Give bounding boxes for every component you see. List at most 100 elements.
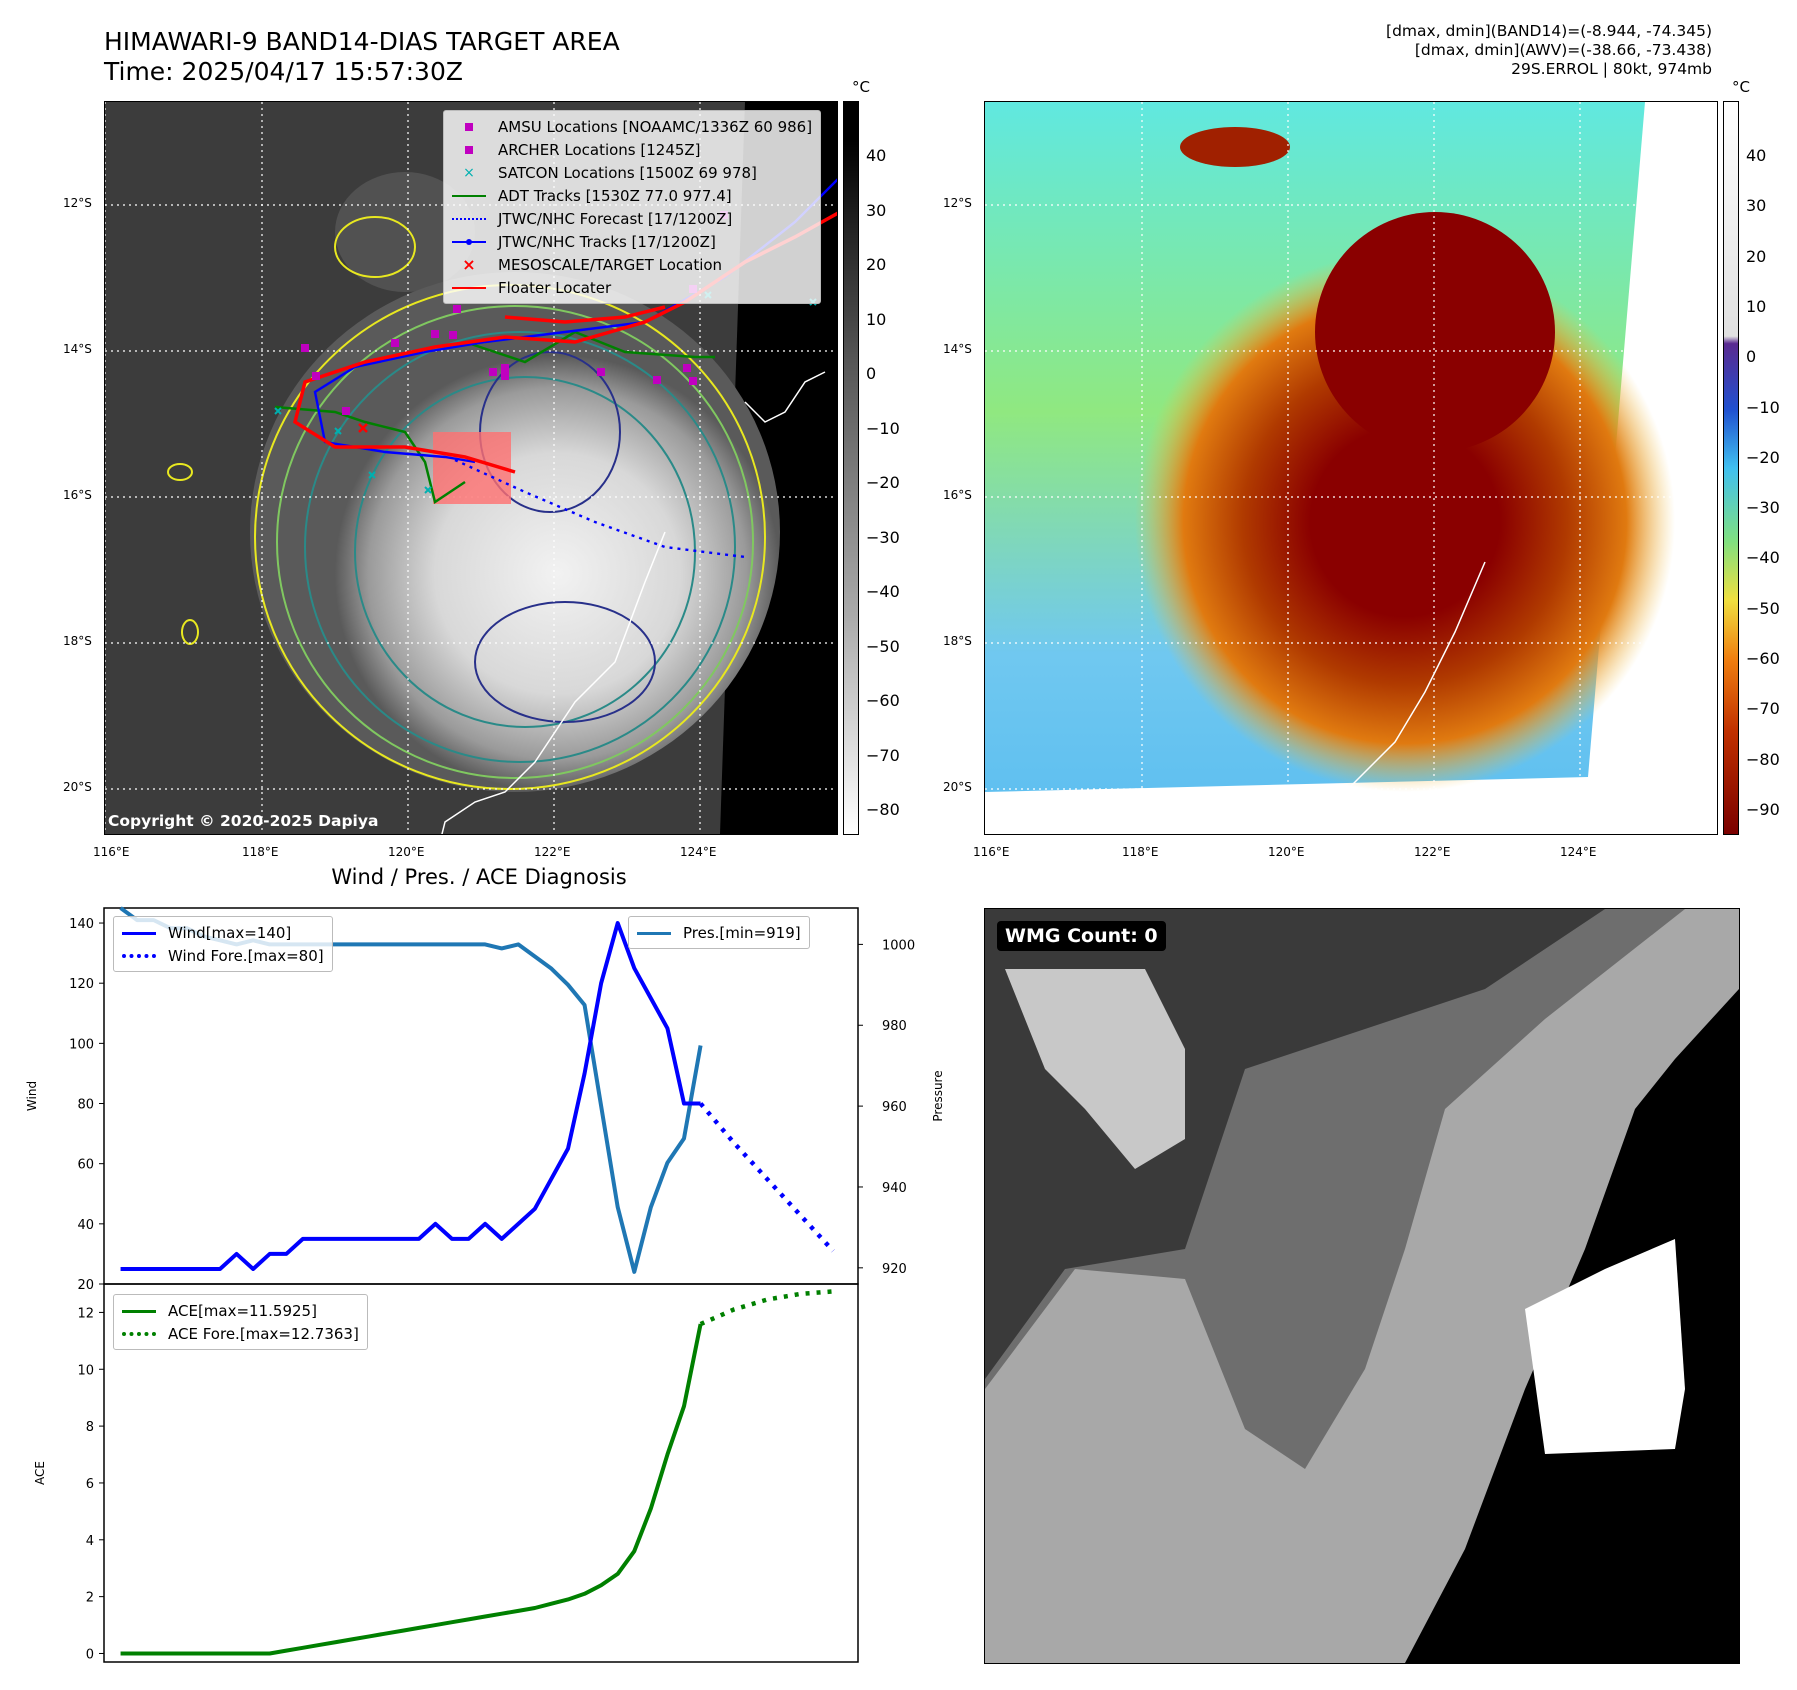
ace-tick-label: 8 bbox=[86, 1420, 94, 1435]
ace-tick-label: 2 bbox=[86, 1591, 94, 1606]
ir-colorbar-tick: −70 bbox=[866, 745, 900, 765]
floater-track-segment bbox=[504, 305, 666, 324]
awv-colorbar-tick: −40 bbox=[1746, 548, 1780, 568]
cloud-band bbox=[335, 172, 475, 292]
ir-colorbar-tick: 30 bbox=[866, 200, 887, 220]
storm-info: [dmax, dmin](BAND14)=(-8.944, -74.345) [… bbox=[1386, 22, 1712, 79]
ace-line bbox=[120, 1323, 703, 1656]
figure-title: HIMAWARI-9 BAND14-DIAS TARGET AREA Time:… bbox=[104, 27, 620, 87]
legend-item-archer: ARCHER Locations [1245Z] bbox=[452, 138, 812, 161]
legend-item-satcon: × SATCON Locations [1500Z 69 978] bbox=[463, 163, 757, 182]
legend-item-wind-forecast: Wind Fore.[max=80] bbox=[122, 944, 324, 967]
legend-item-jtwc-forecast: JTWC/NHC Forecast [17/1200Z] bbox=[452, 207, 812, 230]
ace-axis-label: ACE bbox=[33, 1461, 47, 1485]
wind-axis-label: Wind bbox=[25, 1081, 39, 1111]
legend-item-adt: ADT Tracks [1530Z 77.0 977.4] bbox=[452, 184, 812, 207]
wind-tick-label: 40 bbox=[77, 1218, 94, 1233]
cloud-mass bbox=[250, 272, 780, 792]
ir-colorbar-unit: °C bbox=[852, 78, 870, 96]
info-line-1: [dmax, dmin](BAND14)=(-8.944, -74.345) bbox=[1386, 22, 1712, 40]
pressure-tick-label: 960 bbox=[882, 1100, 907, 1115]
wmg-panel: WMG Count: 0 bbox=[984, 908, 1740, 1664]
coastline-islands bbox=[744, 371, 826, 423]
ir-colorbar-tick: 0 bbox=[866, 364, 877, 383]
ir-colorbar-tick: −10 bbox=[866, 418, 900, 438]
awv-colorbar-tick: −70 bbox=[1746, 699, 1780, 719]
awv-map-panel bbox=[984, 101, 1718, 835]
ir-colorbar-tick: −80 bbox=[866, 800, 900, 819]
legend-item-amsu: AMSU Locations [NOAAMC/1336Z 60 986] bbox=[452, 115, 812, 138]
pressure-tick-label: 1000 bbox=[882, 938, 915, 953]
title-line-2: Time: 2025/04/17 15:57:30Z bbox=[104, 57, 463, 86]
copyright-text: Copyright © 2020-2025 Dapiya bbox=[108, 812, 379, 830]
ir-colorbar-tick: −60 bbox=[866, 691, 900, 710]
wmg-zone-bright bbox=[1005, 969, 1185, 1169]
awv-colorbar-tick: −20 bbox=[1746, 447, 1780, 467]
diagnosis-charts: 20 40 60 80 100 120 140 920 940 960 980 1000 0 2 4 6 8 10… bbox=[25, 906, 945, 1663]
wmg-count-badge: WMG Count: 0 bbox=[997, 921, 1166, 951]
legend-item-jtwc-tracks: JTWC/NHC Tracks [17/1200Z] bbox=[452, 230, 812, 253]
awv-colorbar-unit: °C bbox=[1732, 78, 1750, 96]
ace-tick-label: 10 bbox=[77, 1363, 94, 1378]
awv-colorbar-tick: 20 bbox=[1746, 246, 1767, 266]
ir-map-panel: Copyright © 2020-2025 Dapiya AMSU Locati… bbox=[104, 101, 838, 835]
ace-forecast-line bbox=[699, 1289, 834, 1327]
legend-item-floater: Floater Locater bbox=[452, 276, 812, 299]
pressure-legend: Pres.[min=919] bbox=[628, 916, 810, 949]
legend-item-wind: Wind[max=140] bbox=[122, 921, 324, 944]
awv-colorbar bbox=[1723, 101, 1739, 835]
ace-legend: ACE[max=11.5925] ACE Fore.[max=12.7363] bbox=[113, 1294, 368, 1350]
ir-colorbar bbox=[843, 101, 859, 835]
ace-tick-label: 0 bbox=[86, 1647, 94, 1662]
wind-tick-label: 80 bbox=[77, 1098, 94, 1113]
ace-tick-label: 12 bbox=[77, 1306, 94, 1321]
info-line-2: [dmax, dmin](AWV)=(-38.66, -73.438) bbox=[1414, 41, 1712, 59]
awv-coastline bbox=[1308, 561, 1486, 834]
ir-colorbar-tick: 40 bbox=[866, 146, 887, 165]
wind-forecast-line bbox=[698, 1102, 835, 1253]
ir-colorbar-tick: 20 bbox=[866, 255, 887, 274]
map-legend: AMSU Locations [NOAAMC/1336Z 60 986] ARC… bbox=[443, 110, 822, 304]
ir-colorbar-tick: −30 bbox=[866, 527, 900, 547]
wind-legend: Wind[max=140] Wind Fore.[max=80] bbox=[113, 916, 333, 972]
ace-chart-frame bbox=[103, 1283, 859, 1663]
wind-tick-label: 140 bbox=[69, 917, 94, 932]
pressure-tick-label: 940 bbox=[882, 1181, 907, 1196]
awv-colorbar-tick: −60 bbox=[1746, 649, 1780, 669]
legend-item-mesoscale: × MESOSCALE/TARGET Location bbox=[462, 254, 723, 274]
info-line-3: 29S.ERROL | 80kt, 974mb bbox=[1511, 60, 1712, 78]
awv-colorbar-tick: 40 bbox=[1746, 146, 1767, 165]
awv-core bbox=[1315, 212, 1555, 452]
diagnosis-chart-title: Wind / Pres. / ACE Diagnosis bbox=[331, 865, 627, 889]
awv-map-image bbox=[985, 102, 1717, 834]
ir-colorbar-tick: −40 bbox=[866, 582, 900, 601]
ir-colorbar-tick: −20 bbox=[866, 473, 900, 492]
wmg-image bbox=[985, 909, 1739, 1663]
awv-colorbar-tick: −90 bbox=[1746, 800, 1780, 819]
awv-colorbar-tick: −30 bbox=[1746, 498, 1780, 518]
awv-colorbar-tick: −80 bbox=[1746, 749, 1780, 769]
wind-tick-label: 120 bbox=[69, 977, 94, 992]
awv-cloud-band bbox=[1180, 127, 1290, 167]
awv-colorbar-tick: 0 bbox=[1746, 347, 1757, 367]
legend-item-ace-forecast: ACE Fore.[max=12.7363] bbox=[122, 1322, 359, 1345]
pressure-axis-label: Pressure bbox=[931, 1070, 945, 1121]
adt-track bbox=[274, 405, 466, 505]
coastline bbox=[441, 531, 666, 834]
wind-tick-label: 20 bbox=[77, 1278, 94, 1293]
title-line-1: HIMAWARI-9 BAND14-DIAS TARGET AREA bbox=[104, 27, 620, 56]
awv-colorbar-tick: 30 bbox=[1746, 196, 1767, 216]
ir-colorbar-tick: −50 bbox=[866, 636, 900, 656]
awv-colorbar-tick: 10 bbox=[1746, 296, 1767, 316]
forecast-track bbox=[454, 458, 746, 559]
awv-colorbar-tick: −10 bbox=[1746, 397, 1780, 417]
wind-line bbox=[120, 921, 701, 1271]
wind-tick-label: 60 bbox=[77, 1158, 94, 1173]
pressure-tick-label: 980 bbox=[882, 1019, 907, 1034]
awv-colorbar-tick: −50 bbox=[1746, 598, 1780, 618]
ace-tick-label: 6 bbox=[86, 1477, 94, 1492]
wind-tick-label: 100 bbox=[69, 1037, 94, 1052]
legend-item-pressure: Pres.[min=919] bbox=[637, 921, 801, 944]
wmg-zone-white bbox=[1525, 1239, 1685, 1454]
adt-track-north bbox=[464, 330, 715, 364]
